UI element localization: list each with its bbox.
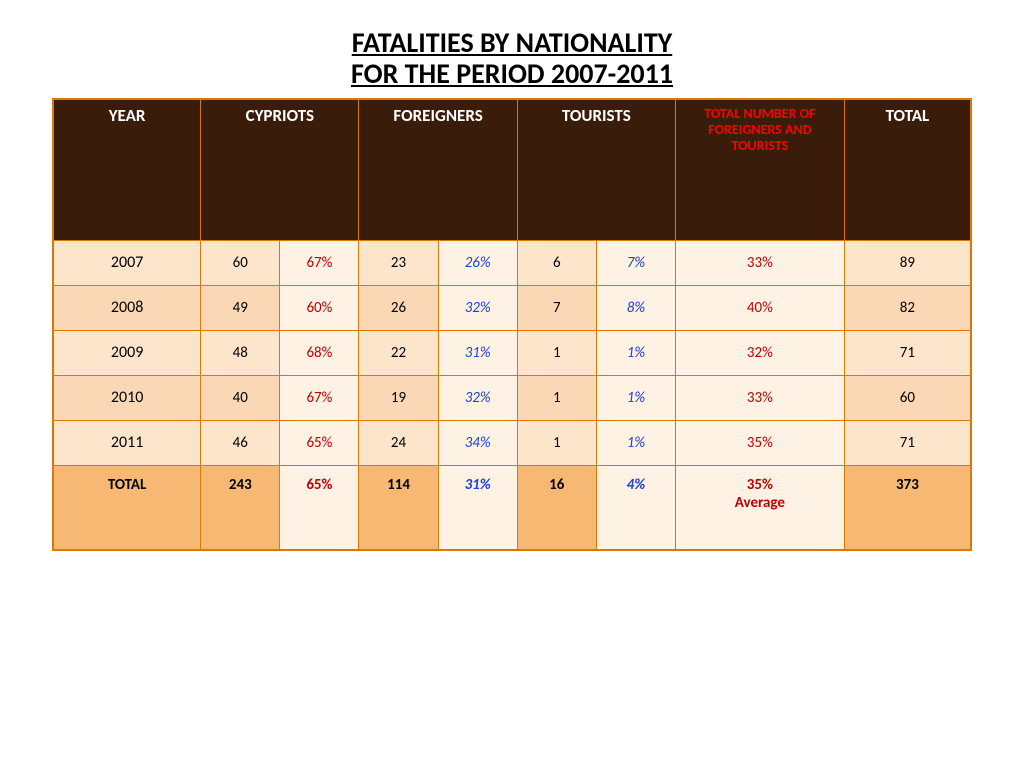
total-tou-p: 4% — [596, 465, 675, 550]
cell-year: 2008 — [53, 285, 201, 330]
col-foreigners: FOREIGNERS — [359, 99, 517, 241]
table-row: 2008 49 60% 26 32% 7 8% 40% 82 — [53, 285, 971, 330]
cell-combo: 35% — [675, 420, 844, 465]
cell-cyp-p: 60% — [280, 285, 359, 330]
cell-combo: 40% — [675, 285, 844, 330]
cell-total: 60 — [844, 375, 971, 420]
cell-cyp-p: 68% — [280, 330, 359, 375]
cell-for-p: 26% — [438, 240, 517, 285]
table-row: 2011 46 65% 24 34% 1 1% 35% 71 — [53, 420, 971, 465]
cell-tou-p: 1% — [596, 420, 675, 465]
total-grand: 373 — [844, 465, 971, 550]
cell-year: 2009 — [53, 330, 201, 375]
cell-tou-p: 7% — [596, 240, 675, 285]
total-cyp-p: 65% — [280, 465, 359, 550]
cell-tou-n: 1 — [517, 420, 596, 465]
table-row: 2010 40 67% 19 32% 1 1% 33% 60 — [53, 375, 971, 420]
col-year: YEAR — [53, 99, 201, 241]
table-container: YEAR CYPRIOTS FOREIGNERS TOURISTS TOTAL … — [52, 98, 972, 551]
cell-total: 89 — [844, 240, 971, 285]
total-for-n: 114 — [359, 465, 438, 550]
cell-year: 2010 — [53, 375, 201, 420]
col-cypriots: CYPRIOTS — [201, 99, 359, 241]
page-title: FATALITIES BY NATIONALITY FOR THE PERIOD… — [351, 28, 673, 90]
table-row: 2007 60 67% 23 26% 6 7% 33% 89 — [53, 240, 971, 285]
cell-combo: 33% — [675, 375, 844, 420]
cell-cyp-p: 65% — [280, 420, 359, 465]
total-combo-avg: Average — [677, 494, 843, 512]
cell-total: 71 — [844, 330, 971, 375]
title-line-2: FOR THE PERIOD 2007-2011 — [351, 56, 673, 91]
cell-tou-n: 6 — [517, 240, 596, 285]
cell-tou-n: 7 — [517, 285, 596, 330]
page-title-block: FATALITIES BY NATIONALITY FOR THE PERIOD… — [0, 0, 1024, 98]
cell-for-n: 23 — [359, 240, 438, 285]
total-combo: 35% Average — [675, 465, 844, 550]
total-tou-n: 16 — [517, 465, 596, 550]
cell-cyp-n: 48 — [201, 330, 280, 375]
cell-for-p: 32% — [438, 375, 517, 420]
total-label: TOTAL — [53, 465, 201, 550]
total-cyp-n: 243 — [201, 465, 280, 550]
fatalities-table: YEAR CYPRIOTS FOREIGNERS TOURISTS TOTAL … — [52, 98, 972, 551]
cell-for-p: 31% — [438, 330, 517, 375]
cell-for-n: 24 — [359, 420, 438, 465]
cell-year: 2011 — [53, 420, 201, 465]
cell-cyp-n: 46 — [201, 420, 280, 465]
cell-for-p: 34% — [438, 420, 517, 465]
cell-cyp-p: 67% — [280, 375, 359, 420]
cell-cyp-n: 49 — [201, 285, 280, 330]
cell-cyp-n: 40 — [201, 375, 280, 420]
cell-for-n: 22 — [359, 330, 438, 375]
cell-total: 82 — [844, 285, 971, 330]
table-row: 2009 48 68% 22 31% 1 1% 32% 71 — [53, 330, 971, 375]
cell-for-n: 19 — [359, 375, 438, 420]
title-line-1: FATALITIES BY NATIONALITY — [352, 25, 672, 60]
cell-for-n: 26 — [359, 285, 438, 330]
total-for-p: 31% — [438, 465, 517, 550]
table-header: YEAR CYPRIOTS FOREIGNERS TOURISTS TOTAL … — [53, 99, 971, 241]
cell-combo: 32% — [675, 330, 844, 375]
cell-cyp-n: 60 — [201, 240, 280, 285]
table-total-row: TOTAL 243 65% 114 31% 16 4% 35% Average … — [53, 465, 971, 550]
cell-year: 2007 — [53, 240, 201, 285]
cell-tou-n: 1 — [517, 330, 596, 375]
cell-combo: 33% — [675, 240, 844, 285]
cell-total: 71 — [844, 420, 971, 465]
cell-tou-p: 1% — [596, 375, 675, 420]
col-total: TOTAL — [844, 99, 971, 241]
col-tourists: TOURISTS — [517, 99, 675, 241]
table-body: 2007 60 67% 23 26% 6 7% 33% 89 2008 49 6… — [53, 240, 971, 550]
cell-tou-p: 1% — [596, 330, 675, 375]
total-combo-pct: 35% — [677, 476, 843, 494]
cell-tou-p: 8% — [596, 285, 675, 330]
cell-tou-n: 1 — [517, 375, 596, 420]
col-combo: TOTAL NUMBER OF FOREIGNERS AND TOURISTS — [675, 99, 844, 241]
cell-cyp-p: 67% — [280, 240, 359, 285]
cell-for-p: 32% — [438, 285, 517, 330]
